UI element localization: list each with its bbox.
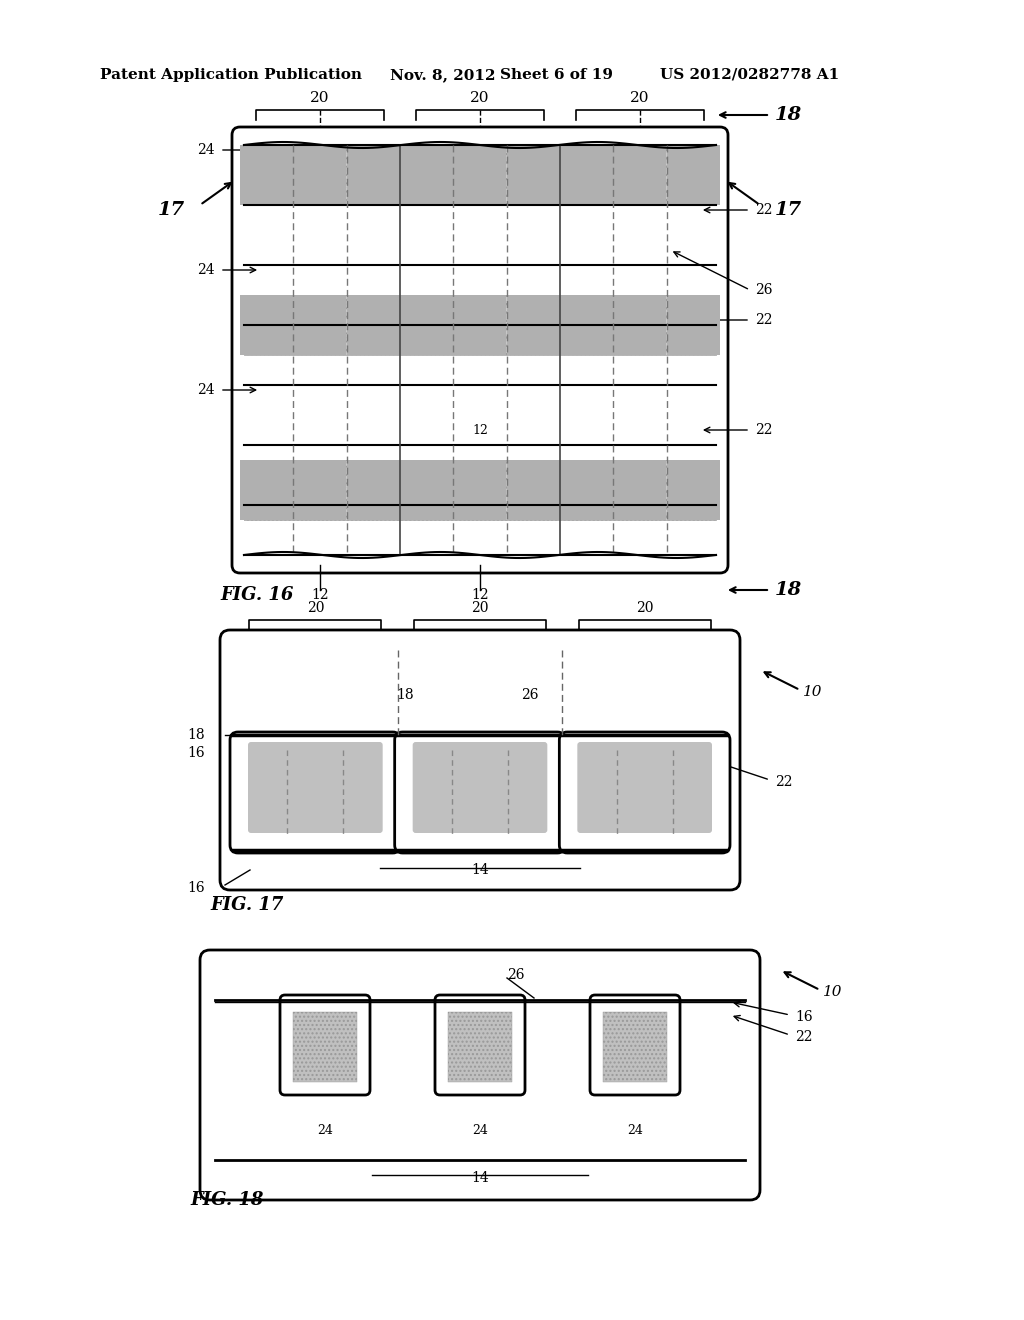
FancyBboxPatch shape [248, 742, 383, 833]
Bar [244, 145, 716, 205]
Bar [400, 145, 453, 205]
Text: 12: 12 [276, 774, 294, 787]
Bar [453, 294, 506, 355]
FancyBboxPatch shape [200, 950, 760, 1200]
Bar [347, 294, 400, 355]
Text: 24: 24 [472, 1123, 488, 1137]
Bar [612, 294, 666, 355]
Bar [240, 294, 293, 355]
Text: 24: 24 [198, 383, 215, 397]
Bar [668, 145, 720, 205]
Text: 22: 22 [795, 1030, 812, 1044]
FancyBboxPatch shape [220, 630, 740, 890]
Text: 24: 24 [198, 143, 215, 157]
FancyBboxPatch shape [435, 995, 525, 1096]
Text: 10: 10 [803, 685, 822, 700]
Text: 26: 26 [521, 688, 539, 702]
Text: 24: 24 [317, 1123, 333, 1137]
Text: 26: 26 [507, 968, 524, 982]
Text: 20: 20 [310, 91, 330, 106]
Text: 22: 22 [755, 313, 772, 327]
FancyBboxPatch shape [280, 995, 370, 1096]
Bar [244, 294, 716, 355]
Text: FIG. 16: FIG. 16 [220, 586, 293, 605]
Text: FIG. 18: FIG. 18 [190, 1191, 263, 1209]
Text: 10: 10 [823, 985, 843, 999]
Bar [244, 380, 716, 440]
Bar [453, 459, 506, 520]
Bar [347, 145, 400, 205]
Bar [668, 294, 720, 355]
FancyBboxPatch shape [578, 742, 712, 833]
Text: 18: 18 [775, 581, 802, 599]
FancyBboxPatch shape [232, 127, 728, 573]
FancyBboxPatch shape [230, 733, 400, 853]
Text: 16: 16 [187, 880, 205, 895]
Text: 20: 20 [636, 601, 653, 615]
FancyBboxPatch shape [413, 742, 548, 833]
Text: Sheet 6 of 19: Sheet 6 of 19 [500, 69, 613, 82]
Bar [400, 459, 453, 520]
Bar [240, 459, 293, 520]
Bar [612, 459, 666, 520]
Bar [560, 459, 612, 520]
Text: 24: 24 [198, 263, 215, 277]
Bar [244, 459, 716, 520]
Bar [668, 459, 720, 520]
Bar [507, 459, 560, 520]
Text: 22: 22 [775, 775, 793, 789]
Text: 17: 17 [158, 201, 185, 219]
Bar [507, 145, 560, 205]
Bar [293, 459, 346, 520]
Bar [293, 1012, 357, 1082]
Text: 12: 12 [472, 424, 488, 437]
Bar [449, 1012, 512, 1082]
Bar [233, 649, 727, 730]
Text: 18: 18 [396, 688, 414, 702]
Text: Patent Application Publication: Patent Application Publication [100, 69, 362, 82]
Bar [244, 145, 716, 205]
Text: US 2012/0282778 A1: US 2012/0282778 A1 [660, 69, 840, 82]
Bar [293, 294, 346, 355]
FancyBboxPatch shape [559, 733, 730, 853]
Bar [293, 145, 346, 205]
Text: 12: 12 [471, 587, 488, 602]
Bar [244, 215, 716, 275]
Text: 20: 20 [471, 601, 488, 615]
Bar [400, 294, 453, 355]
Bar [449, 1012, 512, 1082]
Text: FIG. 17: FIG. 17 [210, 896, 284, 913]
Bar [244, 459, 716, 520]
FancyBboxPatch shape [590, 995, 680, 1096]
Text: 20: 20 [470, 91, 489, 106]
Bar [244, 294, 716, 355]
Text: 14: 14 [471, 1171, 488, 1185]
Bar [603, 1012, 667, 1082]
Text: 16: 16 [187, 746, 205, 760]
Bar [240, 145, 293, 205]
Bar [453, 145, 506, 205]
Bar [560, 294, 612, 355]
Text: Nov. 8, 2012: Nov. 8, 2012 [390, 69, 496, 82]
Text: 14: 14 [471, 863, 488, 876]
Text: 18: 18 [187, 729, 205, 742]
Text: 22: 22 [755, 203, 772, 216]
Bar [293, 1012, 357, 1082]
FancyBboxPatch shape [394, 733, 565, 853]
Text: 12: 12 [311, 587, 329, 602]
Text: 20: 20 [306, 601, 324, 615]
Text: 24: 24 [627, 1123, 643, 1137]
Text: 18: 18 [775, 106, 802, 124]
Bar [612, 145, 666, 205]
Text: 26: 26 [755, 282, 772, 297]
Text: 16: 16 [795, 1010, 813, 1024]
Text: 22: 22 [755, 422, 772, 437]
Bar [347, 459, 400, 520]
Bar [603, 1012, 667, 1082]
Bar [560, 145, 612, 205]
Text: 20: 20 [630, 91, 650, 106]
Text: 17: 17 [775, 201, 802, 219]
Bar [507, 294, 560, 355]
